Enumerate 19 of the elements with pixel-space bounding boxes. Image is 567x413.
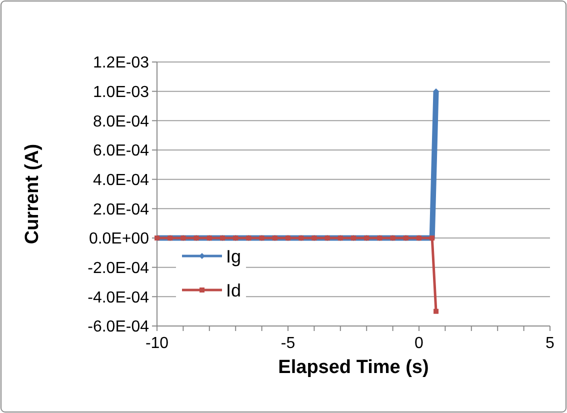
y-tick-label: 0.0E+00: [88, 230, 150, 248]
y-tick-label: 1.0E-03: [92, 84, 150, 101]
y-tick-label: -4.0E-04: [88, 289, 150, 306]
y-tick-label: 8.0E-04: [92, 113, 150, 130]
y-tick-label: -2.0E-04: [88, 260, 150, 277]
y-tick-label: -6.0E-04: [88, 318, 150, 336]
y-tick-label: 2.0E-04: [92, 201, 150, 218]
y-tick-label: 1.2E-03: [92, 54, 150, 72]
x-tick-label: 5: [546, 335, 555, 352]
y-tick-label: 6.0E-04: [92, 142, 150, 160]
point: [434, 308, 439, 314]
x-tick-label: 0: [414, 335, 424, 352]
x-tick-label: -5: [280, 335, 296, 352]
x-tick-label: -10: [145, 335, 169, 352]
y-axis-title: Current (A): [22, 144, 43, 244]
y-tick-label: 4.0E-04: [92, 172, 150, 189]
x-axis-title: Elapsed Time (s): [278, 357, 429, 378]
legend-label: Id: [226, 280, 242, 300]
legend-label: Ig: [226, 246, 242, 266]
